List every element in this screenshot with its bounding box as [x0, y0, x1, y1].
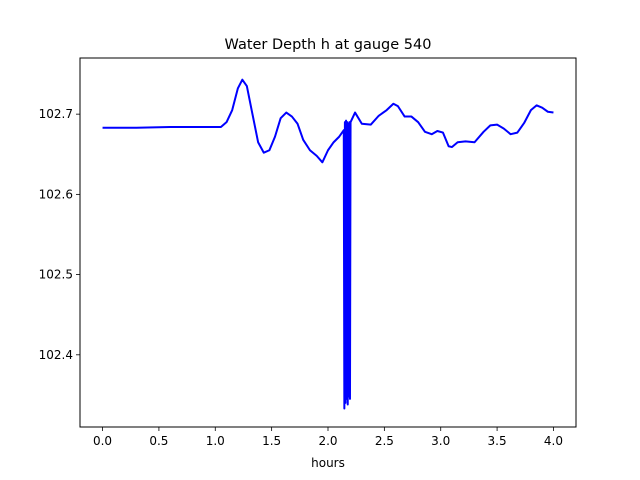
y-tick-label: 102.4 — [39, 348, 73, 362]
y-tick-label: 102.5 — [39, 268, 73, 282]
plot-frame — [79, 57, 577, 428]
x-axis: 0.0 0.5 1.0 1.5 2.0 2.5 3.0 3.5 4.0 — [93, 427, 563, 448]
x-tick-label: 0.0 — [93, 434, 112, 448]
x-tick-label: 1.0 — [206, 434, 225, 448]
x-tick-label: 2.0 — [318, 434, 337, 448]
chart-title: Water Depth h at gauge 540 — [225, 37, 432, 53]
plot-area — [102, 78, 554, 410]
x-tick-label: 3.0 — [431, 434, 450, 448]
x-axis-label: hours — [311, 456, 345, 470]
x-tick-label: 0.5 — [149, 434, 168, 448]
x-tick-label: 4.0 — [544, 434, 563, 448]
y-tick-label: 102.7 — [39, 107, 73, 121]
x-tick-label: 2.5 — [375, 434, 394, 448]
y-axis: 102.4 102.5 102.6 102.7 — [39, 107, 80, 362]
y-tick-label: 102.6 — [39, 187, 73, 201]
series-line-0 — [102, 78, 554, 410]
x-tick-label: 1.5 — [262, 434, 281, 448]
x-tick-label: 3.5 — [488, 434, 507, 448]
